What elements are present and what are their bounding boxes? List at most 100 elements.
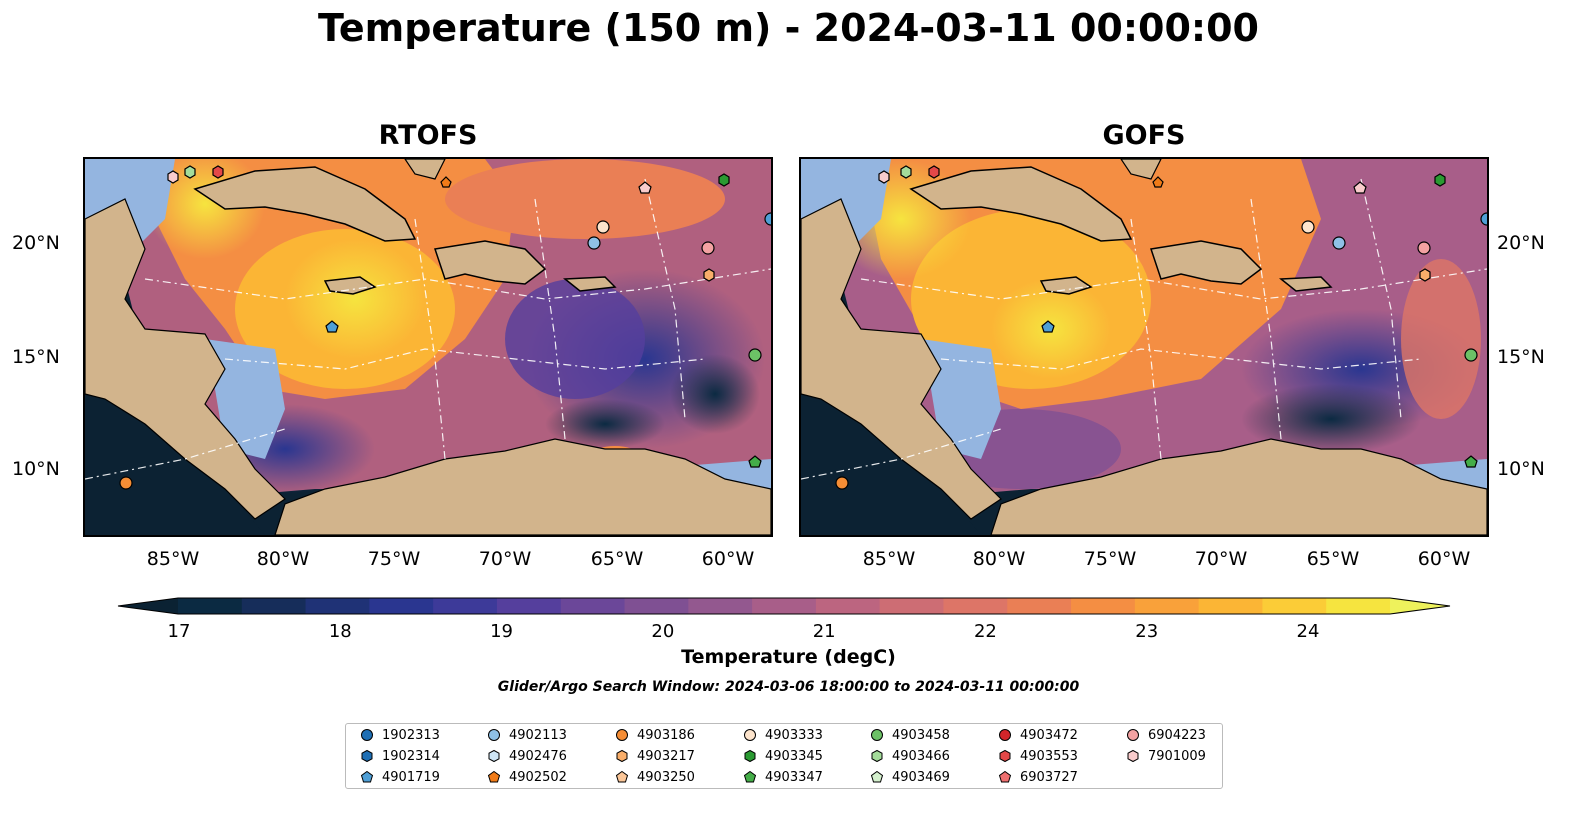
pentagon-marker-icon xyxy=(870,770,884,783)
lon-tick-label: 80°W xyxy=(972,548,1026,570)
lon-tick-label: 75°W xyxy=(1083,548,1137,570)
lon-tick-label: 75°W xyxy=(367,548,421,570)
legend-item: 6903727 xyxy=(998,768,1078,786)
circle-marker-icon xyxy=(616,729,628,741)
lon-tick-label: 70°W xyxy=(478,548,532,570)
colorbar-segment xyxy=(305,598,370,614)
legend-item-label: 6904223 xyxy=(1148,727,1206,743)
legend-item-label: 4902502 xyxy=(509,769,567,785)
legend-item-label: 4903186 xyxy=(637,727,695,743)
legend-item-label: 4902476 xyxy=(509,748,567,764)
legend-item: 4903466 xyxy=(870,747,950,765)
hexagon-marker-icon xyxy=(361,749,373,763)
rtofs-map[interactable] xyxy=(83,157,773,537)
colorbar-segment xyxy=(178,598,243,614)
rtofs-panel-title: RTOFS xyxy=(378,120,478,151)
pentagon-marker-icon xyxy=(360,770,374,783)
legend-item: 4902476 xyxy=(487,747,567,765)
colorbar-tick-label: 17 xyxy=(167,621,191,642)
legend-item: 4903347 xyxy=(743,768,823,786)
legend-item-label: 4903250 xyxy=(637,769,695,785)
colorbar-outline xyxy=(117,597,1451,615)
pentagon-marker-icon xyxy=(743,770,757,783)
legend-item-label: 4903469 xyxy=(892,769,950,785)
legend-item: 4901719 xyxy=(360,768,440,786)
colorbar-segment xyxy=(1071,598,1136,614)
hexagon-marker-icon xyxy=(1127,749,1139,763)
colorbar-segment xyxy=(943,598,1008,614)
lon-tick-label: 65°W xyxy=(1306,548,1360,570)
colorbar-tick-label: 24 xyxy=(1296,621,1320,642)
legend-item-label: 1902314 xyxy=(382,748,440,764)
colorbar-tick-label: 19 xyxy=(490,621,514,642)
colorbar-segment xyxy=(624,598,689,614)
colorbar xyxy=(117,597,1451,615)
legend-item-label: 7901009 xyxy=(1148,748,1206,764)
colorbar-segment xyxy=(752,598,817,614)
colorbar-segment xyxy=(433,598,498,614)
hexagon-marker-icon xyxy=(871,749,883,763)
colorbar-segment xyxy=(369,598,434,614)
colorbar-segment xyxy=(815,598,881,614)
colorbar-segment xyxy=(1134,598,1200,614)
colorbar-tick-label: 21 xyxy=(812,621,836,642)
lon-tick-label: 85°W xyxy=(862,548,916,570)
colorbar-segment xyxy=(496,598,562,614)
legend-item-label: 4903472 xyxy=(1020,727,1078,743)
hexagon-marker-icon xyxy=(999,749,1011,763)
legend-item: 4903250 xyxy=(615,768,695,786)
circle-marker-icon xyxy=(1127,729,1139,741)
search-window-caption: Glider/Argo Search Window: 2024-03-06 18… xyxy=(497,679,1080,695)
lon-tick-label: 60°W xyxy=(701,548,755,570)
colorbar-tick-label: 20 xyxy=(651,621,675,642)
colorbar-tick-label: 23 xyxy=(1135,621,1159,642)
lat-tick-label-left: 15°N xyxy=(12,346,60,368)
legend-item: 4903186 xyxy=(615,726,695,744)
lat-tick-label-right: 15°N xyxy=(1497,346,1545,368)
legend-item-label: 4903345 xyxy=(765,748,823,764)
legend-item: 4903345 xyxy=(743,747,823,765)
pentagon-marker-icon xyxy=(998,770,1012,783)
rtofs-map-canvas xyxy=(85,159,771,535)
circle-marker-icon xyxy=(999,729,1011,741)
legend-item-label: 4903333 xyxy=(765,727,823,743)
circle-marker-icon xyxy=(488,729,500,741)
hexagon-marker-icon xyxy=(744,749,756,763)
hexagon-marker-icon xyxy=(616,749,628,763)
gofs-map[interactable] xyxy=(799,157,1489,537)
legend-item: 4903458 xyxy=(870,726,950,744)
gofs-panel-title: GOFS xyxy=(1102,120,1186,151)
circle-marker-icon xyxy=(361,729,373,741)
legend-item: 4903472 xyxy=(998,726,1078,744)
hexagon-marker-icon xyxy=(488,749,500,763)
legend-item-label: 4903347 xyxy=(765,769,823,785)
legend-item: 7901009 xyxy=(1126,747,1206,765)
float-legend: 1902313 1902314 4901719 4902113 4902476 49025… xyxy=(345,723,1223,789)
lat-tick-label-right: 10°N xyxy=(1497,458,1545,480)
colorbar-segment xyxy=(1262,598,1327,614)
legend-item: 4903469 xyxy=(870,768,950,786)
legend-item: 1902314 xyxy=(360,747,440,765)
legend-item-label: 4902113 xyxy=(509,727,567,743)
legend-item-label: 4903553 xyxy=(1020,748,1078,764)
lat-tick-label-left: 20°N xyxy=(12,232,60,254)
gofs-map-canvas xyxy=(801,159,1487,535)
legend-item: 4903333 xyxy=(743,726,823,744)
lon-tick-label: 80°W xyxy=(256,548,310,570)
circle-marker-icon xyxy=(744,729,756,741)
colorbar-segment xyxy=(1007,598,1072,614)
legend-item-label: 4903217 xyxy=(637,748,695,764)
lat-tick-label-right: 20°N xyxy=(1497,232,1545,254)
legend-item: 4903553 xyxy=(998,747,1078,765)
legend-item-label: 1902313 xyxy=(382,727,440,743)
colorbar-label: Temperature (degC) xyxy=(681,646,896,668)
colorbar-segment xyxy=(1326,598,1391,614)
colorbar-extend-high xyxy=(1390,598,1450,614)
lat-tick-label-left: 10°N xyxy=(12,458,60,480)
legend-item-label: 6903727 xyxy=(1020,769,1078,785)
colorbar-segment xyxy=(1198,598,1263,614)
circle-marker-icon xyxy=(871,729,883,741)
page-title: Temperature (150 m) - 2024-03-11 00:00:0… xyxy=(317,6,1259,50)
legend-item-label: 4903458 xyxy=(892,727,950,743)
pentagon-marker-icon xyxy=(487,770,501,783)
